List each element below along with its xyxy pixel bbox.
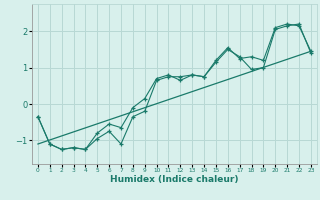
- X-axis label: Humidex (Indice chaleur): Humidex (Indice chaleur): [110, 175, 239, 184]
